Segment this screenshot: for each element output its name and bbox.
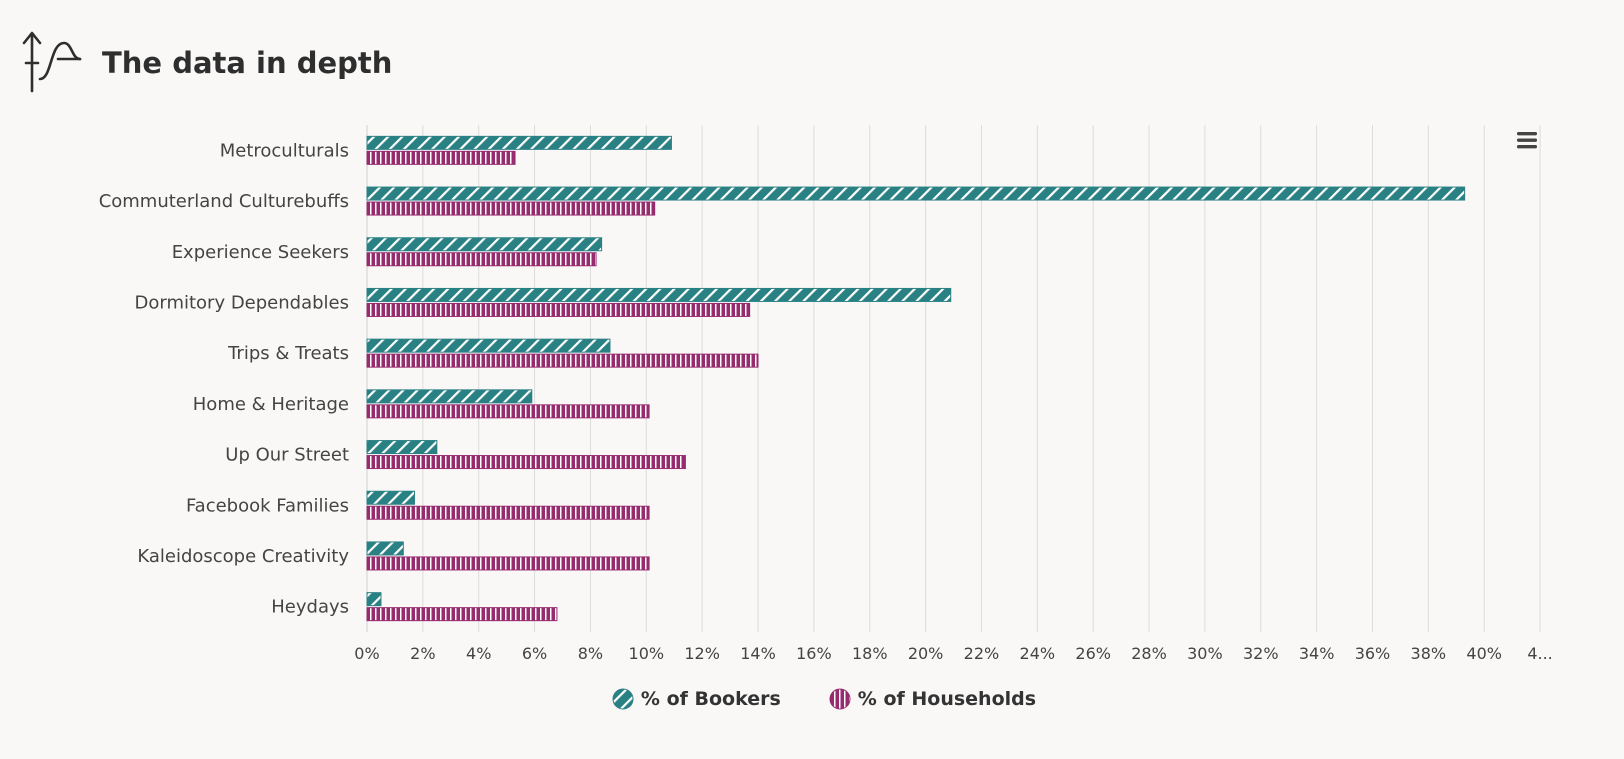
bar-households[interactable] (366, 353, 759, 368)
bar-bookers[interactable] (366, 135, 672, 150)
x-tick-label: 8% (578, 644, 603, 663)
x-tick-label: 4... (1527, 644, 1552, 663)
legend-marker-households (829, 688, 851, 710)
x-tick-label: 0% (354, 644, 379, 663)
category-label: Commuterland Culturebuffs (99, 191, 349, 212)
hamburger-menu-icon[interactable] (1516, 130, 1538, 152)
x-tick-label: 38% (1411, 644, 1447, 663)
category-label: Home & Heritage (193, 394, 349, 415)
bar-bookers[interactable] (366, 287, 952, 302)
bar-bookers[interactable] (366, 490, 415, 505)
x-tick-label: 20% (908, 644, 944, 663)
x-tick-label: 6% (522, 644, 547, 663)
chart-legend: % of Bookers % of Households (0, 688, 1624, 710)
chart-growth-icon (22, 29, 84, 97)
x-tick-label: 22% (964, 644, 1000, 663)
bar-households[interactable] (366, 302, 751, 317)
legend-label-bookers: % of Bookers (640, 688, 781, 710)
category-label: Experience Seekers (172, 242, 349, 263)
bar-households[interactable] (366, 404, 650, 419)
bar-bookers[interactable] (366, 592, 382, 607)
category-label: Kaleidoscope Creativity (137, 546, 349, 567)
x-tick-label: 16% (796, 644, 832, 663)
x-tick-label: 34% (1299, 644, 1335, 663)
bar-bookers[interactable] (366, 389, 533, 404)
bar-households[interactable] (366, 150, 516, 165)
x-tick-label: 30% (1187, 644, 1223, 663)
x-tick-label: 36% (1355, 644, 1391, 663)
bar-bookers[interactable] (366, 541, 404, 556)
section-header: The data in depth (22, 28, 392, 98)
x-tick-label: 4% (466, 644, 491, 663)
category-label: Trips & Treats (227, 343, 349, 364)
legend-label-households: % of Households (857, 688, 1037, 710)
bar-bookers[interactable] (366, 440, 438, 455)
page-title: The data in depth (102, 46, 393, 80)
x-tick-label: 26% (1075, 644, 1111, 663)
legend-item-households[interactable]: % of Households (805, 688, 1036, 710)
category-label: Heydays (271, 597, 349, 618)
category-label: Dormitory Dependables (134, 292, 349, 313)
x-tick-label: 32% (1243, 644, 1279, 663)
bar-bookers[interactable] (366, 186, 1466, 201)
bar-chart: 0% 2% 4% 6% 8% 10% 12% 14% 16% 18% 20% 22% 24% 26% 28%… (99, 125, 1553, 663)
x-tick-label: 12% (684, 644, 720, 663)
x-tick-label: 28% (1131, 644, 1167, 663)
category-label: Metroculturals (220, 140, 349, 161)
bar-households[interactable] (366, 455, 686, 470)
x-tick-label: 10% (629, 644, 665, 663)
bar-households[interactable] (366, 252, 597, 267)
legend-marker-bookers (612, 688, 634, 710)
x-tick-label: 14% (740, 644, 776, 663)
category-label: Facebook Families (186, 495, 349, 516)
bar-bookers[interactable] (366, 237, 603, 252)
bar-bookers[interactable] (366, 338, 611, 353)
x-tick-label: 18% (852, 644, 888, 663)
legend-item-bookers[interactable]: % of Bookers (588, 688, 781, 710)
x-tick-label: 40% (1466, 644, 1502, 663)
category-label: Up Our Street (225, 445, 349, 466)
x-tick-label: 2% (410, 644, 435, 663)
bar-households[interactable] (366, 556, 650, 571)
x-tick-label: 24% (1020, 644, 1056, 663)
bar-households[interactable] (366, 505, 650, 520)
bar-households[interactable] (366, 607, 558, 622)
bar-households[interactable] (366, 201, 656, 216)
